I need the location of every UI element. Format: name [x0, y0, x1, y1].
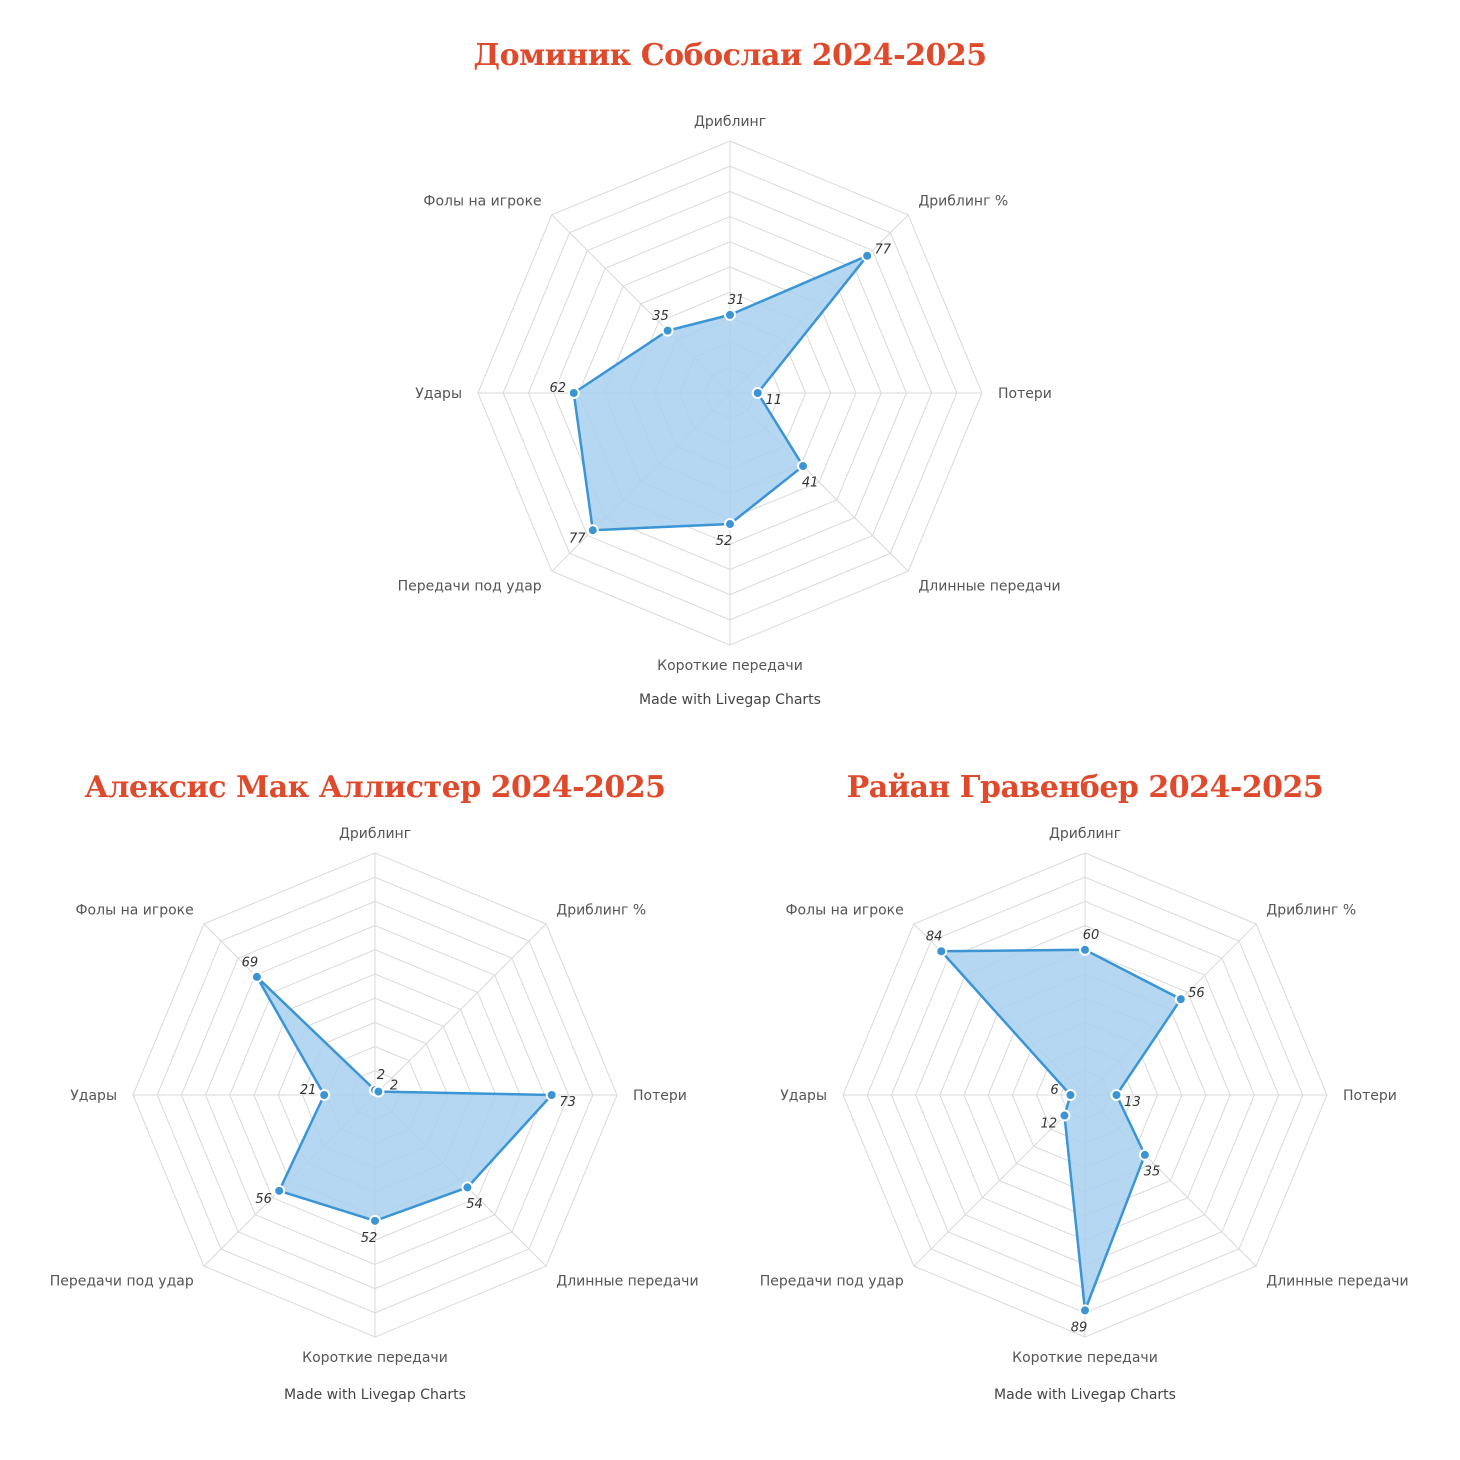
axis-label: Передачи под удар — [398, 578, 542, 594]
data-label: 56 — [255, 1192, 272, 1207]
data-label: 2 — [390, 1079, 398, 1094]
data-point[interactable] — [1110, 1089, 1123, 1101]
axis-label: Короткие передачи — [1012, 1350, 1158, 1366]
data-label: 73 — [559, 1095, 576, 1110]
data-point[interactable] — [751, 387, 764, 399]
chart-credit: Made with Livegap Charts — [639, 692, 821, 708]
data-label: 31 — [728, 293, 745, 308]
axis-label: Потери — [633, 1088, 687, 1104]
axis-label: Дриблинг % — [918, 194, 1008, 210]
data-point[interactable] — [1174, 993, 1187, 1006]
data-point[interactable] — [461, 1181, 474, 1194]
data-point[interactable] — [861, 249, 874, 262]
data-point[interactable] — [250, 970, 263, 983]
data-label: 52 — [716, 534, 733, 549]
data-label: 89 — [1071, 1320, 1088, 1335]
axis-label: Дриблинг % — [1266, 903, 1356, 919]
axis-spoke — [913, 1094, 1086, 1267]
axis-label: Фолы на игроке — [786, 903, 904, 919]
axis-label: Удары — [415, 386, 462, 402]
chart-credit: Made with Livegap Charts — [284, 1387, 466, 1403]
data-point[interactable] — [1138, 1148, 1151, 1161]
data-point[interactable] — [586, 524, 599, 537]
data-point[interactable] — [567, 387, 580, 399]
axis-label: Передачи под удар — [760, 1273, 904, 1289]
data-label: 84 — [926, 930, 943, 945]
chart-panel-soboslai: Доминик Собослаи 2024-2025 Дриблинг Дрибл… — [380, 20, 1080, 730]
axis-label: Дриблинг — [1049, 826, 1121, 842]
data-label: 6 — [1050, 1083, 1058, 1098]
axis-label: Удары — [780, 1088, 827, 1104]
data-label: 13 — [1124, 1095, 1141, 1110]
axis-label: Удары — [70, 1088, 117, 1104]
data-point[interactable] — [724, 518, 736, 531]
radar-chart: Дриблинг Дриблинг % Потери Длинные передачи… — [398, 114, 1061, 674]
data-point[interactable] — [545, 1089, 558, 1101]
radar-chart: Дриблинг Дриблинг % Потери Длинные передачи… — [50, 826, 699, 1366]
chart-panel-mac-allister: Алексис Мак Аллистер 2024-2025 Дриблинг Д… — [25, 755, 725, 1425]
data-label: 77 — [874, 243, 891, 258]
data-label: 2 — [377, 1068, 385, 1083]
axis-spoke — [374, 923, 547, 1096]
axis-label: Фолы на игроке — [423, 194, 541, 210]
chart-title: Алексис Мак Аллистер 2024-2025 — [84, 770, 666, 805]
axis-label: Короткие передачи — [302, 1350, 448, 1366]
data-point[interactable] — [1064, 1089, 1077, 1101]
data-point[interactable] — [724, 308, 736, 321]
axis-label: Длинные передачи — [918, 578, 1060, 594]
axis-label: Дриблинг — [694, 114, 766, 130]
data-point[interactable] — [372, 1085, 385, 1098]
data-label: 35 — [652, 309, 669, 324]
data-label: 77 — [569, 531, 586, 546]
chart-title: Райан Гравенбер 2024-2025 — [846, 770, 1324, 805]
data-label: 11 — [765, 393, 782, 408]
data-point[interactable] — [661, 324, 674, 337]
data-point[interactable] — [1079, 1304, 1091, 1317]
axis-label: Потери — [1343, 1088, 1397, 1104]
data-point[interactable] — [318, 1089, 331, 1101]
chart-credit: Made with Livegap Charts — [994, 1387, 1176, 1403]
data-label: 54 — [466, 1197, 483, 1212]
data-label: 21 — [300, 1083, 317, 1098]
axis-label: Фолы на игроке — [76, 903, 194, 919]
data-label: 41 — [802, 476, 819, 491]
axis-label: Передачи под удар — [50, 1273, 194, 1289]
chart-title: Доминик Собослаи 2024-2025 — [473, 38, 987, 73]
data-point[interactable] — [1079, 943, 1091, 956]
data-label: 56 — [1188, 986, 1205, 1001]
data-point[interactable] — [935, 945, 948, 958]
data-label: 60 — [1083, 928, 1100, 943]
data-label: 12 — [1041, 1117, 1058, 1132]
axis-label: Короткие передачи — [657, 658, 803, 674]
data-point[interactable] — [1058, 1109, 1071, 1122]
data-label: 69 — [242, 955, 259, 970]
chart-panel-gravenberch: Райан Гравенбер 2024-2025 Дриблинг Дрибли… — [735, 755, 1435, 1425]
data-label: 62 — [549, 381, 566, 396]
axis-label: Дриблинг % — [556, 903, 646, 919]
data-label: 52 — [361, 1231, 378, 1246]
axis-label: Длинные передачи — [556, 1273, 698, 1289]
data-point[interactable] — [797, 460, 810, 473]
axis-label: Длинные передачи — [1266, 1273, 1408, 1289]
data-point[interactable] — [369, 1214, 381, 1227]
radar-chart: Дриблинг Дриблинг % Потери Длинные передачи… — [760, 826, 1409, 1366]
data-label: 35 — [1144, 1164, 1161, 1179]
axis-label: Дриблинг — [339, 826, 411, 842]
axis-label: Потери — [998, 386, 1052, 402]
data-point[interactable] — [273, 1184, 286, 1197]
